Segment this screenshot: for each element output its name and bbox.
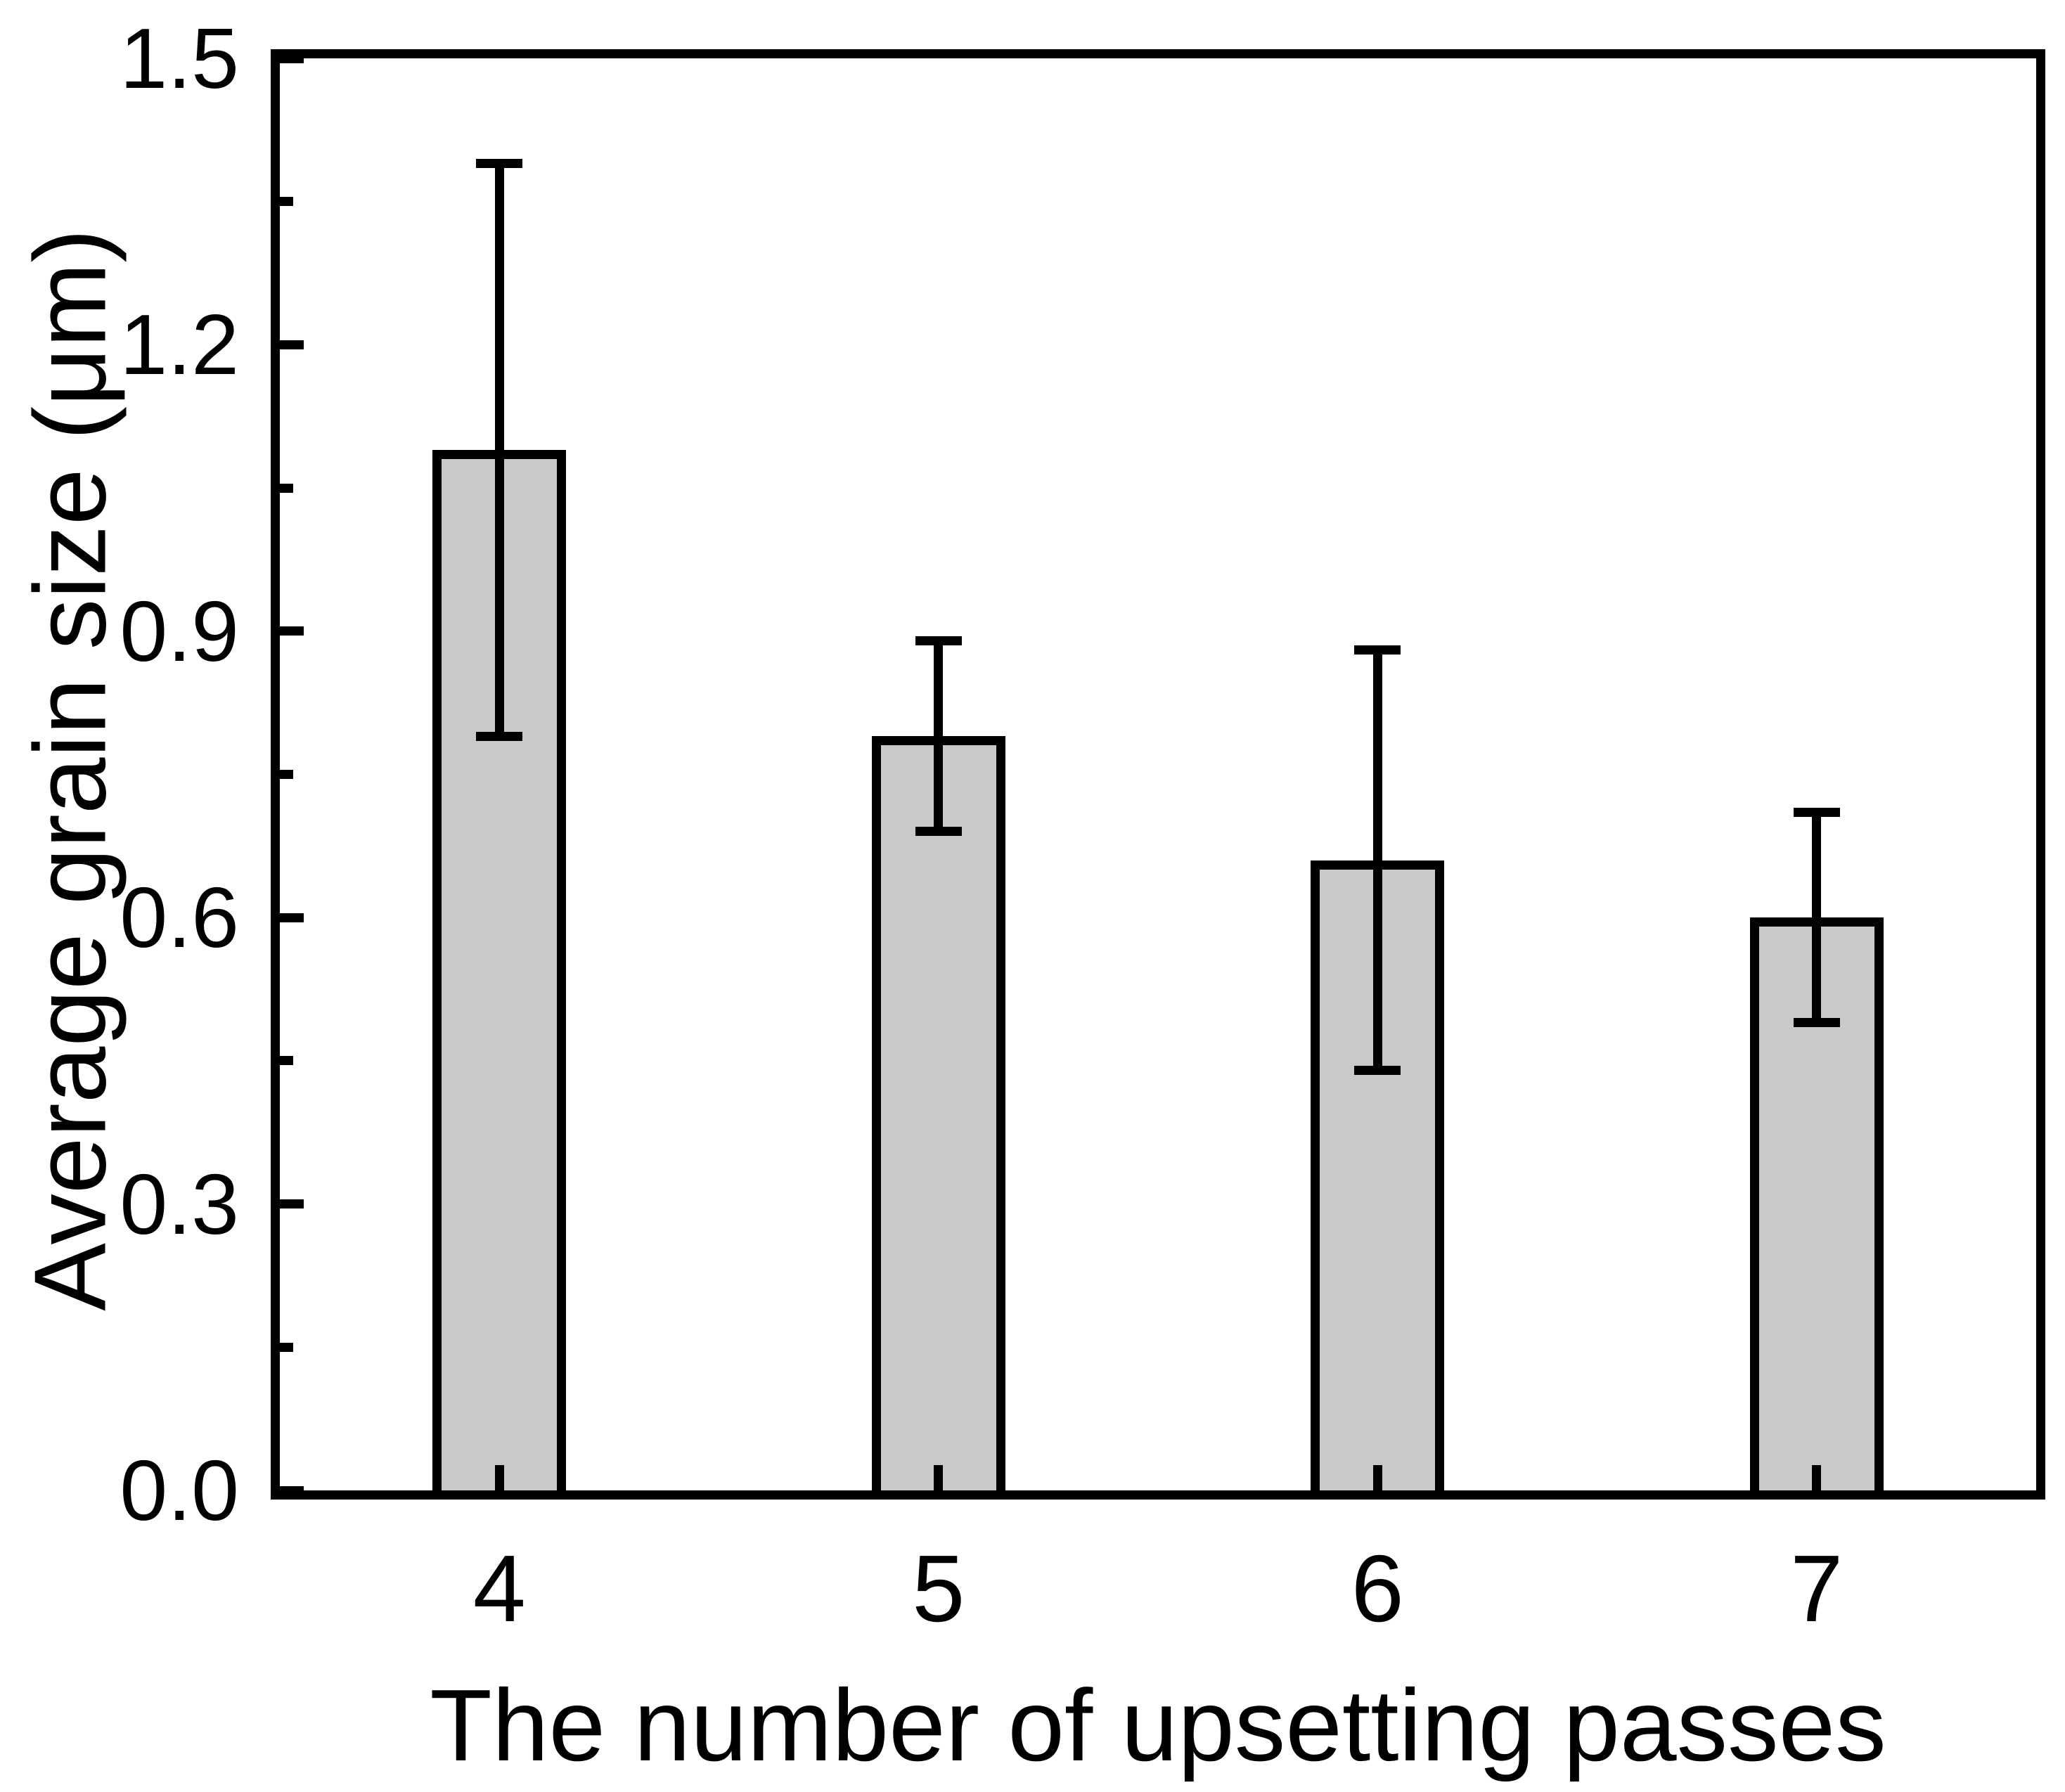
error-bar xyxy=(934,640,944,832)
y-minor-tick xyxy=(280,1056,293,1066)
y-minor-tick xyxy=(280,1342,293,1352)
y-minor-tick xyxy=(280,197,293,207)
x-tick xyxy=(934,1465,944,1490)
y-tick-label: 0.9 xyxy=(120,583,239,679)
y-major-tick xyxy=(280,53,304,63)
y-minor-tick xyxy=(280,770,293,779)
y-tick-label: 0.6 xyxy=(120,870,239,966)
y-axis-title: Average grain size (μm) xyxy=(13,228,127,1311)
plot-area: 0.0 0.3 0.6 0.9 1.2 1.5 4 5 6 7 xyxy=(120,15,2045,1636)
bar xyxy=(1749,917,1884,1490)
y-major-tick xyxy=(280,1485,304,1495)
error-cap-top xyxy=(476,158,523,168)
y-major-tick xyxy=(280,340,304,349)
error-bar xyxy=(1372,650,1382,1071)
x-tick-label: 7 xyxy=(1790,1535,1844,1642)
y-tick-label: 1.2 xyxy=(120,297,239,393)
y-tick-label: 1.5 xyxy=(120,11,239,106)
error-cap-bottom xyxy=(915,827,962,837)
error-bar xyxy=(494,163,504,737)
error-bar xyxy=(1812,812,1822,1023)
y-tick-label: 0.0 xyxy=(120,1443,239,1538)
error-cap-top xyxy=(1793,808,1840,818)
error-cap-bottom xyxy=(476,731,523,741)
x-axis-title: The number of upsetting passes xyxy=(430,1668,1886,1782)
x-tick xyxy=(1372,1465,1382,1490)
y-tick-label: 0.3 xyxy=(120,1156,239,1252)
bar xyxy=(871,736,1005,1490)
x-tick-label: 6 xyxy=(1351,1535,1404,1642)
error-cap-bottom xyxy=(1793,1018,1840,1028)
y-major-tick xyxy=(280,626,304,636)
chart-layer: 0.0 0.3 0.6 0.9 1.2 1.5 4 5 6 7 xyxy=(120,15,2036,1636)
error-cap-top xyxy=(1354,645,1401,655)
y-major-tick xyxy=(280,913,304,922)
x-tick-label: 5 xyxy=(912,1535,965,1642)
x-tick xyxy=(494,1465,504,1490)
x-tick-label: 4 xyxy=(472,1535,526,1642)
y-major-tick xyxy=(280,1199,304,1209)
x-tick xyxy=(1812,1465,1822,1490)
error-cap-top xyxy=(915,636,962,645)
y-minor-tick xyxy=(280,483,293,493)
error-cap-bottom xyxy=(1354,1065,1401,1075)
